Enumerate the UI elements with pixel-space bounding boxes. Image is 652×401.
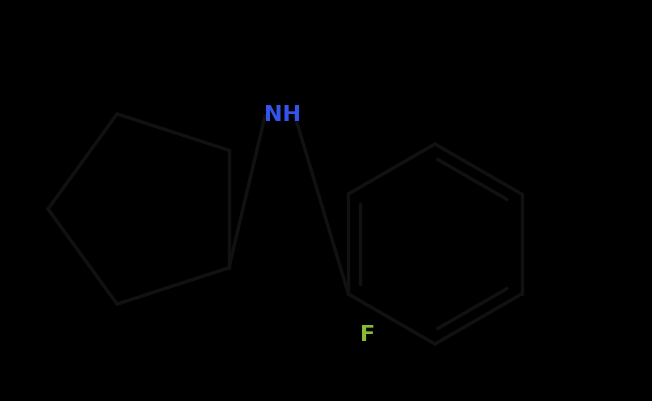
Text: F: F — [361, 324, 376, 344]
Text: NH: NH — [265, 105, 301, 125]
